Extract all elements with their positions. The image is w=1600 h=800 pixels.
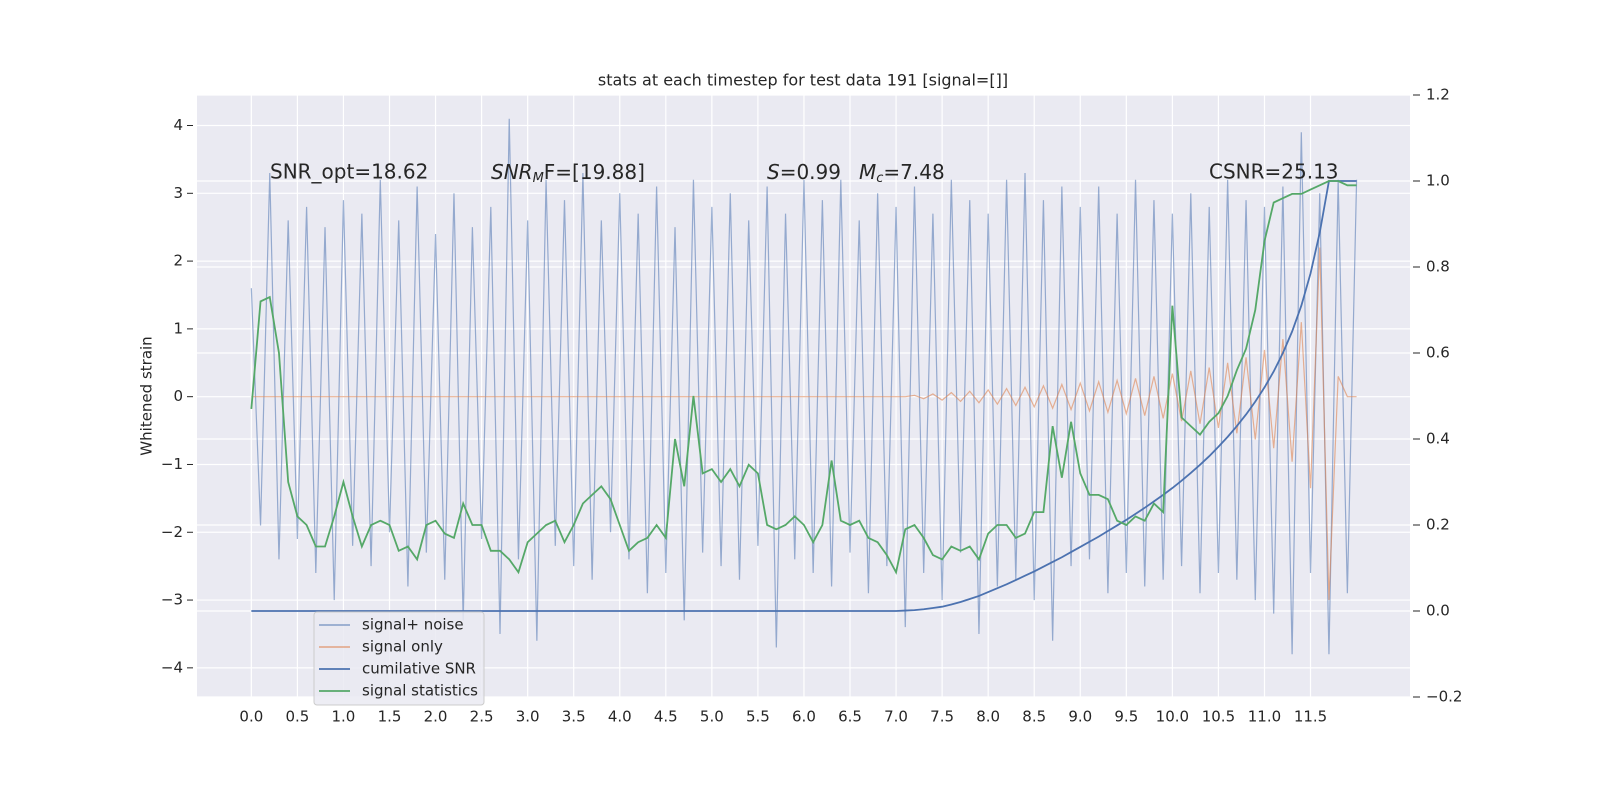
y-tick-label: 1 [173, 319, 183, 337]
y-tick-label: 0 [173, 387, 183, 405]
x-tick-label: 7.5 [930, 708, 954, 726]
legend-box [313, 611, 485, 706]
x-tick-label: 3.0 [516, 708, 540, 726]
x-tick-label: 11.0 [1248, 708, 1281, 726]
annotation: Mc=7.48 [859, 160, 945, 186]
legend: signal+ noise signal only cumilative SNR si… [313, 611, 485, 706]
x-tick-label: 7.0 [884, 708, 908, 726]
legend-label: signal statistics [362, 682, 478, 700]
x-tick-label: 8.5 [1022, 708, 1046, 726]
x-tick-label: 8.0 [976, 708, 1000, 726]
y-tick-label: 4 [173, 116, 183, 134]
annotation-part: SNR [491, 160, 533, 184]
annotation: S=0.99 [767, 160, 841, 184]
annotation-part: M [859, 160, 876, 184]
y-tick-label: −4 [161, 658, 183, 676]
x-tick-label: 5.5 [746, 708, 770, 726]
x-tick-label: 10.5 [1202, 708, 1235, 726]
annotation-part: S [767, 160, 780, 184]
annotation-part: =7.48 [883, 160, 944, 184]
legend-label: signal only [362, 638, 443, 656]
x-tick-label: 9.5 [1114, 708, 1138, 726]
x-tick-label: 9.0 [1068, 708, 1092, 726]
annotation-part: c [876, 171, 883, 186]
x-tick-label: 4.0 [608, 708, 632, 726]
y2-tick-label: 1.0 [1426, 172, 1450, 190]
series-line [251, 247, 1357, 601]
x-tick-label: 1.0 [332, 708, 356, 726]
y-tick-label: 2 [173, 252, 183, 270]
annotation: SNRMF=[19.88] [491, 160, 645, 186]
annotation-part: M [533, 171, 544, 186]
y2-tick-label: 0.4 [1426, 430, 1450, 448]
series-line [250, 118, 1358, 655]
x-tick-label: 11.5 [1294, 708, 1327, 726]
legend-label: cumilative SNR [362, 660, 476, 678]
x-tick-label: 1.5 [378, 708, 402, 726]
series-line [251, 180, 1357, 612]
y-tick-label: −2 [161, 523, 183, 541]
x-tick-label: 2.5 [470, 708, 494, 726]
y2-tick-label: 1.2 [1426, 86, 1450, 104]
x-tick-label: 0.5 [285, 708, 309, 726]
y-tick-label: −3 [161, 591, 183, 609]
y-axis-label: Whitened strain [138, 336, 156, 455]
x-tick-label: 0.0 [239, 708, 263, 726]
annotation: CSNR=25.13 [1209, 160, 1339, 184]
series-line [250, 180, 1357, 575]
chart-title: stats at each timestep for test data 191… [598, 71, 1008, 90]
x-tick-label: 6.0 [792, 708, 816, 726]
legend-label: signal+ noise [362, 616, 464, 634]
y2-tick-label: 0.0 [1426, 602, 1450, 620]
annotation-part: =0.99 [780, 160, 841, 184]
annotation-part: F=[19.88] [544, 160, 645, 184]
x-tick-label: 4.5 [654, 708, 678, 726]
y-tick-label: −1 [161, 455, 183, 473]
x-tick-label: 5.0 [700, 708, 724, 726]
x-tick-label: 6.5 [838, 708, 862, 726]
annotation: SNR_opt=18.62 [270, 160, 428, 184]
y2-tick-label: −0.2 [1426, 688, 1462, 706]
y2-tick-label: 0.8 [1426, 258, 1450, 276]
y2-tick-label: 0.2 [1426, 516, 1450, 534]
x-tick-label: 3.5 [562, 708, 586, 726]
y2-tick-label: 0.6 [1426, 344, 1450, 362]
x-tick-label: 2.0 [424, 708, 448, 726]
y-tick-label: 3 [173, 184, 183, 202]
x-tick-label: 10.0 [1156, 708, 1189, 726]
